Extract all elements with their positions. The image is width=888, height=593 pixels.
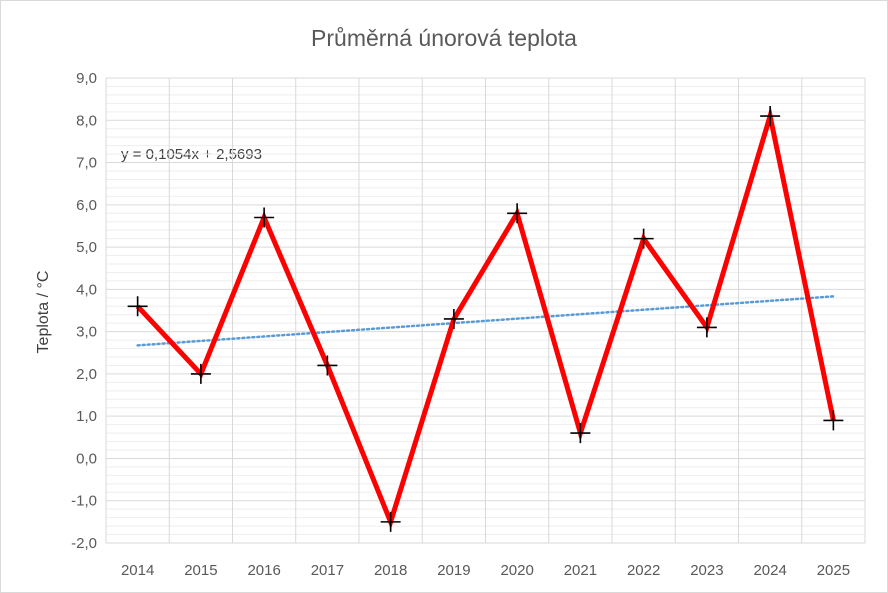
x-tick-label: 2019 xyxy=(437,562,470,579)
data-point-marker xyxy=(760,106,781,127)
data-point-marker xyxy=(633,228,654,249)
y-tick-label: 3,0 xyxy=(76,324,97,341)
x-tick-label: 2020 xyxy=(500,562,533,579)
y-tick-labels: 9,0 8,0 7,0 6,0 5,0 4,0 3,0 2,0 1,0 0,0 -1,0 -2,0 xyxy=(71,70,97,552)
y-tick-label: 9,0 xyxy=(76,70,97,87)
y-tick-label: -1,0 xyxy=(71,493,97,510)
series-line xyxy=(135,105,836,530)
y-tick-label: 0,0 xyxy=(76,450,97,467)
trendline-line xyxy=(136,295,835,347)
y-axis-label: Teplota / °C xyxy=(35,271,52,354)
x-tick-label: 2016 xyxy=(247,562,280,579)
y-tick-label: 7,0 xyxy=(76,155,97,172)
y-tick-label: 1,0 xyxy=(76,408,97,425)
data-markers xyxy=(127,106,844,532)
chart-title: Průměrná únorová teplota xyxy=(311,25,577,51)
y-tick-label: 2,0 xyxy=(76,366,97,383)
data-point-marker xyxy=(696,317,717,338)
data-point-marker xyxy=(507,203,528,224)
grid-lines xyxy=(105,77,866,544)
x-tick-label: 2017 xyxy=(311,562,344,579)
y-tick-label: 6,0 xyxy=(76,197,97,214)
x-tick-label: 2023 xyxy=(690,562,723,579)
data-point-marker xyxy=(570,423,591,444)
data-point-marker xyxy=(190,363,211,384)
y-tick-label: 5,0 xyxy=(76,239,97,256)
y-tick-label: -2,0 xyxy=(71,535,97,552)
data-point-marker xyxy=(823,410,844,431)
data-point-marker xyxy=(380,511,401,532)
data-point-marker xyxy=(317,355,338,376)
trendline xyxy=(136,295,835,347)
x-tick-label: 2025 xyxy=(817,562,850,579)
y-tick-label: 4,0 xyxy=(76,281,97,298)
x-tick-label: 2015 xyxy=(184,562,217,579)
data-point-marker xyxy=(254,207,275,228)
x-tick-labels: 2014 2015 2016 2017 2018 2019 2020 2021 2022 2023… xyxy=(121,562,850,579)
y-tick-label: 8,0 xyxy=(76,112,97,129)
x-tick-label: 2022 xyxy=(627,562,660,579)
x-tick-label: 2021 xyxy=(564,562,597,579)
data-point-marker xyxy=(443,308,464,329)
series xyxy=(135,105,836,530)
data-point-marker xyxy=(127,296,148,317)
x-tick-label: 2014 xyxy=(121,562,154,579)
x-tick-label: 2024 xyxy=(753,562,786,579)
x-tick-label: 2018 xyxy=(374,562,407,579)
